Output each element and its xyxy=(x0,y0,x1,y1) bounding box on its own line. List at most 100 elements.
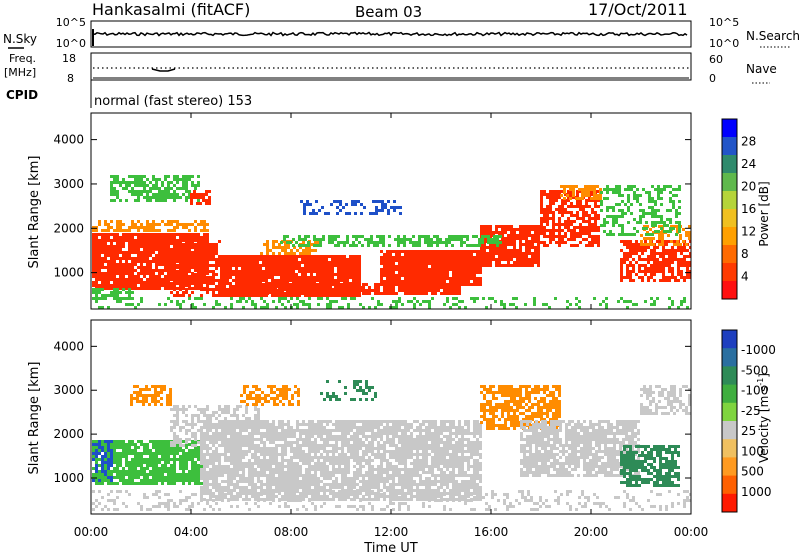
echo-cell xyxy=(489,258,492,261)
echo-cell xyxy=(197,249,200,252)
echo-cell xyxy=(256,261,259,264)
echo-cell xyxy=(128,449,131,452)
echo-cell xyxy=(241,258,244,261)
echo-cell xyxy=(501,234,504,237)
echo-cell xyxy=(176,303,179,306)
echo-cell xyxy=(676,231,679,234)
echo-cell xyxy=(215,300,218,303)
echo-cell xyxy=(277,258,280,261)
echo-cell xyxy=(146,284,149,287)
echo-cell xyxy=(205,202,208,205)
echo-cell xyxy=(110,199,113,202)
echo-cell xyxy=(590,185,593,188)
echo-cell xyxy=(656,297,659,300)
echo-cell xyxy=(130,400,133,403)
echo-cell xyxy=(461,426,464,429)
echo-cell xyxy=(176,458,179,461)
echo-cell xyxy=(262,264,265,267)
echo-cell xyxy=(152,275,155,278)
echo-cell xyxy=(600,203,603,206)
echo-cell xyxy=(593,297,596,300)
echo-cell xyxy=(161,196,164,199)
echo-cell xyxy=(215,294,218,297)
echo-cell xyxy=(167,236,170,239)
echo-cell xyxy=(107,260,110,263)
echo-cell xyxy=(626,246,629,249)
echo-cell xyxy=(386,262,389,265)
echo-cell xyxy=(125,260,128,263)
echo-cell xyxy=(311,249,314,252)
echo-cell xyxy=(218,264,221,267)
echo-cell xyxy=(470,253,473,256)
echo-cell xyxy=(341,432,344,435)
echo-cell xyxy=(232,255,235,258)
echo-cell xyxy=(116,464,119,467)
echo-cell xyxy=(653,264,656,267)
echo-cell xyxy=(313,258,316,261)
echo-cell xyxy=(194,467,197,470)
echo-cell xyxy=(224,306,227,309)
echo-cell xyxy=(674,279,677,282)
echo-cell xyxy=(440,259,443,262)
echo-cell xyxy=(98,446,101,449)
echo-cell xyxy=(498,255,501,258)
echo-cell xyxy=(190,193,193,196)
echo-cell xyxy=(209,276,212,279)
echo-cell xyxy=(209,249,212,252)
echo-cell xyxy=(359,432,362,435)
echo-cell xyxy=(113,449,116,452)
echo-cell xyxy=(437,286,440,289)
echo-cell xyxy=(473,265,476,268)
echo-cell xyxy=(128,254,131,257)
echo-cell xyxy=(280,276,283,279)
echo-cell xyxy=(472,235,475,238)
echo-cell xyxy=(401,274,404,277)
echo-cell xyxy=(98,275,101,278)
echo-cell xyxy=(558,244,561,247)
echo-cell xyxy=(119,446,122,449)
echo-cell xyxy=(642,227,645,230)
echo-cell xyxy=(332,429,335,432)
echo-cell xyxy=(179,473,182,476)
echo-cell xyxy=(122,440,125,443)
echo-cell xyxy=(161,239,164,242)
echo-cell xyxy=(449,256,452,259)
echo-cell xyxy=(301,255,304,258)
echo-cell xyxy=(167,287,170,290)
power-heatmap xyxy=(92,175,691,309)
echo-cell xyxy=(164,303,167,306)
echo-cell xyxy=(107,278,110,281)
echo-cell xyxy=(349,276,352,279)
colorbar-segment xyxy=(722,281,737,300)
echo-cell xyxy=(206,261,209,264)
echo-cell xyxy=(395,432,398,435)
echo-cell xyxy=(582,214,585,217)
echo-cell xyxy=(337,276,340,279)
echo-cell xyxy=(480,225,483,228)
echo-cell xyxy=(343,294,346,297)
echo-cell xyxy=(266,243,269,246)
echo-cell xyxy=(220,258,223,261)
echo-cell xyxy=(350,297,353,300)
echo-cell xyxy=(419,289,422,292)
echo-cell xyxy=(476,253,479,256)
echo-cell xyxy=(173,263,176,266)
echo-cell xyxy=(197,240,200,243)
echo-cell xyxy=(495,258,498,261)
echo-cell xyxy=(479,268,482,271)
echo-cell xyxy=(430,244,433,247)
echo-cell xyxy=(266,432,269,435)
echo-cell xyxy=(546,244,549,247)
echo-cell xyxy=(313,255,316,258)
echo-cell xyxy=(615,215,618,218)
echo-cell xyxy=(410,280,413,283)
echo-cell xyxy=(662,267,665,270)
echo-cell xyxy=(322,264,325,267)
echo-cell xyxy=(200,426,203,429)
echo-cell xyxy=(653,267,656,270)
echo-cell xyxy=(206,429,209,432)
echo-cell xyxy=(516,237,519,240)
echo-cell xyxy=(513,228,516,231)
echo-cell xyxy=(292,273,295,276)
echo-cell xyxy=(326,429,329,432)
